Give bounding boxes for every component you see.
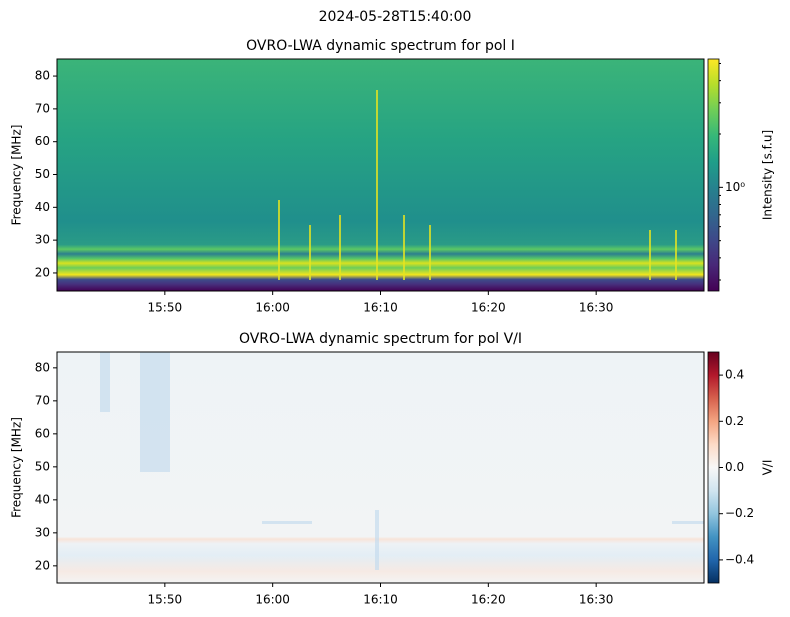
- x-tick-label: 16:30: [579, 301, 614, 315]
- colorbar-tick-label: −0.4: [725, 552, 754, 566]
- y-axis-label: Frequency [MHz]: [10, 125, 24, 226]
- colorbar-tick-label: −0.2: [725, 506, 754, 520]
- colorbar: [707, 58, 720, 292]
- spectrum-image: [57, 59, 704, 583]
- colorbar-tick-label: 0.2: [725, 414, 744, 428]
- x-tick-label: 16:00: [255, 593, 290, 607]
- colorbar-tick-label: 0.0: [725, 460, 744, 474]
- colorbar: [707, 351, 720, 584]
- axes-title: OVRO-LWA dynamic spectrum for pol V/I: [239, 331, 522, 347]
- x-tick-label: 16:20: [471, 593, 506, 607]
- x-tick-label: 16:00: [255, 301, 290, 315]
- suptitle: 2024-05-28T15:40:00: [319, 9, 472, 25]
- y-tick-label: 60: [35, 426, 50, 440]
- colorbar-tick-label: 10⁰: [725, 180, 745, 194]
- y-tick-label: 30: [35, 233, 50, 247]
- y-tick-label: 70: [35, 101, 50, 115]
- y-tick-label: 60: [35, 134, 50, 148]
- x-tick-label: 16:10: [363, 301, 398, 315]
- y-tick-label: 70: [35, 393, 50, 407]
- colorbar-label: V/I: [761, 460, 775, 476]
- axes-title: OVRO-LWA dynamic spectrum for pol I: [246, 38, 515, 54]
- y-tick-label: 20: [35, 265, 50, 279]
- y-tick-label: 50: [35, 167, 50, 181]
- x-tick-label: 15:50: [148, 593, 183, 607]
- y-tick-label: 50: [35, 459, 50, 473]
- x-tick-label: 16:20: [471, 301, 506, 315]
- y-tick-label: 40: [35, 492, 50, 506]
- y-tick-label: 30: [35, 525, 50, 539]
- y-tick-label: 80: [35, 69, 50, 83]
- x-tick-label: 16:30: [579, 593, 614, 607]
- colorbar-label: Intensity [s.f.u]: [761, 130, 775, 220]
- x-tick-label: 15:50: [148, 301, 183, 315]
- y-tick-label: 20: [35, 558, 50, 572]
- x-tick-label: 16:10: [363, 593, 398, 607]
- colorbar-tick-label: 0.4: [725, 368, 744, 382]
- y-tick-label: 80: [35, 360, 50, 374]
- y-tick-label: 40: [35, 200, 50, 214]
- y-axis-label: Frequency [MHz]: [10, 417, 24, 518]
